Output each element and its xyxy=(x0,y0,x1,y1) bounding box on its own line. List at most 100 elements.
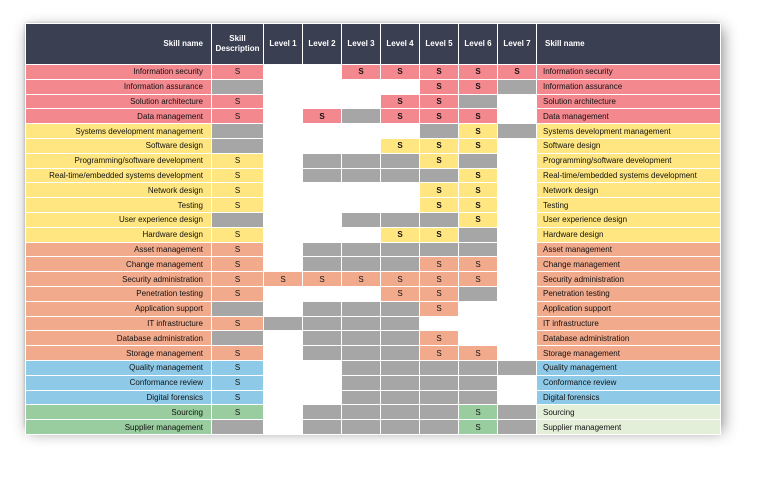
level-1-cell xyxy=(263,152,303,169)
level-4-cell xyxy=(380,330,420,347)
level-5-cell xyxy=(419,241,459,258)
skill-description-cell xyxy=(211,78,264,95)
level-7-cell xyxy=(497,345,537,361)
level-3-cell xyxy=(341,108,381,125)
level-5-cell: S xyxy=(419,137,459,154)
header-level-7: Level 7 xyxy=(497,23,537,65)
level-4-cell xyxy=(380,374,420,391)
level-2-cell: S xyxy=(302,108,342,125)
level-4-cell: S xyxy=(380,93,420,110)
skill-description-cell: S xyxy=(211,345,264,361)
level-6-cell xyxy=(458,330,498,347)
level-6-cell xyxy=(458,93,498,110)
level-6-cell: S xyxy=(458,64,498,80)
skill-name-right: Security administration xyxy=(536,271,721,287)
level-5-cell xyxy=(419,374,459,391)
skill-name: Hardware design xyxy=(25,226,212,243)
level-3-cell xyxy=(341,137,381,154)
table-row: Data management S S S S S Data management xyxy=(25,108,721,125)
skill-name-right: Storage management xyxy=(536,345,721,361)
skill-description-cell xyxy=(211,211,264,228)
level-6-cell xyxy=(458,359,498,376)
level-6-cell: S xyxy=(458,404,498,421)
level-1-cell xyxy=(263,197,303,213)
level-1-cell xyxy=(263,256,303,273)
level-6-cell: S xyxy=(458,78,498,95)
table-row: Asset management S Asset management xyxy=(25,241,721,258)
table-row: Database administration S Database adminis… xyxy=(25,330,721,347)
level-4-cell xyxy=(380,300,420,317)
skill-name-right: Testing xyxy=(536,197,721,213)
skill-name-right: Quality management xyxy=(536,359,721,376)
level-2-cell xyxy=(302,256,342,273)
skill-name: Application support xyxy=(25,300,212,317)
level-4-cell xyxy=(380,167,420,184)
level-3-cell xyxy=(341,404,381,421)
level-3-cell xyxy=(341,359,381,376)
skill-description-cell: S xyxy=(211,256,264,273)
level-3-cell xyxy=(341,167,381,184)
skill-description-cell: S xyxy=(211,197,264,213)
level-4-cell xyxy=(380,197,420,213)
level-3-cell xyxy=(341,123,381,139)
skill-name: Supplier management xyxy=(25,419,212,435)
level-5-cell xyxy=(419,315,459,332)
level-6-cell: S xyxy=(458,108,498,125)
level-2-cell xyxy=(302,330,342,347)
level-3-cell xyxy=(341,315,381,332)
level-3-cell xyxy=(341,78,381,95)
level-1-cell xyxy=(263,345,303,361)
header-level-2: Level 2 xyxy=(302,23,342,65)
level-6-cell xyxy=(458,315,498,332)
level-5-cell: S xyxy=(419,64,459,80)
level-2-cell: S xyxy=(302,271,342,287)
level-3-cell xyxy=(341,300,381,317)
level-6-cell: S xyxy=(458,345,498,361)
skill-name-right: Asset management xyxy=(536,241,721,258)
skills-matrix-table: Skill name Skill Description Level 1 Lev… xyxy=(25,23,721,435)
skill-name: IT infrastructure xyxy=(25,315,212,332)
level-5-cell xyxy=(419,211,459,228)
level-1-cell xyxy=(263,389,303,406)
level-6-cell xyxy=(458,374,498,391)
table-row: Information security S S S S S S Information se… xyxy=(25,64,721,80)
level-5-cell: S xyxy=(419,182,459,199)
level-6-cell: S xyxy=(458,167,498,184)
level-3-cell xyxy=(341,241,381,258)
skill-description-cell xyxy=(211,419,264,435)
level-2-cell xyxy=(302,374,342,391)
level-1-cell xyxy=(263,404,303,421)
level-2-cell xyxy=(302,152,342,169)
header-level-4: Level 4 xyxy=(380,23,420,65)
header-row: Skill name Skill Description Level 1 Lev… xyxy=(25,23,721,65)
level-4-cell xyxy=(380,389,420,406)
header-skill-name: Skill name xyxy=(25,23,212,65)
skill-description-cell xyxy=(211,300,264,317)
table-row: Real-time/embedded systems development S S… xyxy=(25,167,721,184)
level-7-cell xyxy=(497,300,537,317)
level-2-cell xyxy=(302,285,342,302)
level-7-cell xyxy=(497,271,537,287)
level-1-cell xyxy=(263,182,303,199)
skill-name: Information assurance xyxy=(25,78,212,95)
skill-description-cell: S xyxy=(211,64,264,80)
level-4-cell: S xyxy=(380,226,420,243)
skill-description-cell: S xyxy=(211,182,264,199)
level-3-cell: S xyxy=(341,271,381,287)
level-2-cell xyxy=(302,315,342,332)
skill-name: Change management xyxy=(25,256,212,273)
level-4-cell: S xyxy=(380,64,420,80)
level-2-cell xyxy=(302,359,342,376)
skill-name: Storage management xyxy=(25,345,212,361)
table-row: Sourcing S S Sourcing xyxy=(25,404,721,421)
level-1-cell xyxy=(263,330,303,347)
level-1-cell xyxy=(263,419,303,435)
skill-description-cell: S xyxy=(211,285,264,302)
level-3-cell xyxy=(341,330,381,347)
level-1-cell xyxy=(263,374,303,391)
level-3-cell xyxy=(341,152,381,169)
level-2-cell xyxy=(302,93,342,110)
skill-name-right: Real-time/embedded systems development xyxy=(536,167,721,184)
table-row: Digital forensics S Digital forensics xyxy=(25,389,721,406)
level-5-cell: S xyxy=(419,256,459,273)
